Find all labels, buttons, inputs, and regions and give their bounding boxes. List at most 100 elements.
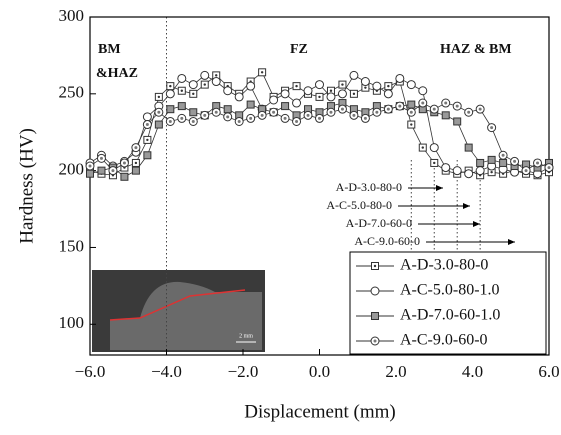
marker-dot bbox=[272, 110, 276, 114]
marker bbox=[246, 100, 255, 109]
marker-dot bbox=[373, 339, 377, 343]
marker-dot bbox=[409, 110, 413, 114]
legend-label: A-D-7.0-60-1.0 bbox=[400, 307, 500, 324]
inset-weld bbox=[110, 281, 262, 350]
marker bbox=[372, 81, 382, 91]
marker-dot bbox=[249, 116, 253, 120]
arrow-label: A-C-9.0-60-0 bbox=[354, 234, 420, 248]
marker-dot bbox=[318, 95, 321, 99]
marker-dot bbox=[192, 92, 195, 96]
marker bbox=[246, 81, 256, 91]
marker-dot bbox=[318, 116, 321, 120]
marker bbox=[371, 312, 379, 320]
marker-dot bbox=[122, 161, 126, 165]
marker-dot bbox=[421, 146, 424, 149]
marker-dot bbox=[432, 107, 436, 111]
marker bbox=[177, 102, 186, 111]
marker-dot bbox=[134, 146, 138, 150]
marker-dot bbox=[283, 116, 287, 120]
marker-dot bbox=[168, 119, 172, 123]
marker-dot bbox=[363, 116, 367, 120]
marker-dot bbox=[490, 126, 494, 130]
y-tick-label: 150 bbox=[59, 236, 85, 255]
marker bbox=[303, 86, 313, 96]
marker bbox=[406, 80, 416, 90]
marker-dot bbox=[214, 110, 218, 114]
marker bbox=[166, 105, 175, 114]
y-tick-label: 100 bbox=[59, 313, 85, 332]
marker-dot bbox=[444, 101, 448, 105]
region-label: &HAZ bbox=[96, 66, 138, 81]
marker-dot bbox=[88, 164, 92, 168]
marker-dot bbox=[306, 113, 310, 117]
marker-dot bbox=[455, 104, 459, 108]
x-tick-label: −2.0 bbox=[228, 362, 259, 381]
y-tick-label: 250 bbox=[59, 83, 85, 102]
marker-dot bbox=[352, 92, 356, 96]
marker-dot bbox=[215, 74, 218, 77]
region-label: HAZ & BM bbox=[440, 42, 512, 57]
marker bbox=[269, 95, 279, 105]
marker-dot bbox=[134, 161, 138, 165]
marker-dot bbox=[386, 107, 390, 111]
arrow-head bbox=[473, 221, 480, 227]
marker-dot bbox=[203, 113, 207, 117]
marker-dot bbox=[169, 84, 172, 88]
marker bbox=[223, 86, 233, 96]
marker bbox=[349, 70, 359, 80]
marker-dot bbox=[180, 89, 183, 92]
marker-dot bbox=[99, 156, 103, 160]
marker-dot bbox=[364, 86, 367, 89]
marker bbox=[86, 169, 94, 178]
marker bbox=[142, 112, 152, 122]
x-axis-label: Displacement (mm) bbox=[244, 401, 395, 422]
legend-label: A-C-5.0-80-1.0 bbox=[400, 282, 500, 299]
marker bbox=[154, 120, 163, 129]
marker bbox=[464, 169, 474, 179]
inset-label: 2 mm bbox=[239, 333, 253, 339]
marker bbox=[211, 77, 221, 87]
x-tick-label: 0.0 bbox=[309, 362, 330, 381]
legend-box bbox=[349, 251, 547, 355]
marker bbox=[200, 70, 210, 80]
marker bbox=[360, 77, 370, 87]
marker-dot bbox=[329, 110, 333, 114]
marker-dot bbox=[513, 159, 517, 163]
x-tick-label: 4.0 bbox=[462, 362, 483, 381]
marker-dot bbox=[157, 110, 161, 114]
marker-dot bbox=[410, 123, 413, 126]
marker bbox=[487, 155, 496, 164]
marker-dot bbox=[478, 107, 482, 111]
marker-dot bbox=[387, 84, 390, 88]
marker bbox=[476, 158, 485, 167]
marker-dot bbox=[373, 264, 377, 268]
inset-path bbox=[109, 289, 246, 321]
marker-dot bbox=[340, 107, 344, 111]
marker bbox=[395, 73, 405, 83]
x-tick-label: 2.0 bbox=[385, 362, 406, 381]
marker bbox=[326, 92, 336, 102]
marker-dot bbox=[536, 161, 540, 165]
marker bbox=[499, 158, 508, 167]
marker-dot bbox=[490, 170, 493, 174]
marker-dot bbox=[203, 83, 206, 86]
marker bbox=[143, 151, 152, 160]
y-tick-label: 200 bbox=[59, 160, 85, 179]
x-tick-label: 6.0 bbox=[538, 362, 559, 381]
marker-dot bbox=[237, 119, 241, 123]
marker bbox=[223, 105, 232, 114]
marker-dot bbox=[260, 71, 264, 74]
marker bbox=[464, 143, 473, 152]
marker-dot bbox=[226, 115, 230, 119]
legend-label: A-C-9.0-60-0 bbox=[400, 332, 488, 349]
region-label: BM bbox=[98, 42, 121, 57]
marker bbox=[383, 89, 393, 99]
arrow-head bbox=[436, 185, 443, 191]
marker bbox=[337, 89, 347, 99]
marker bbox=[234, 92, 244, 102]
marker bbox=[131, 166, 140, 175]
x-tick-label: −4.0 bbox=[151, 362, 182, 381]
marker-dot bbox=[180, 116, 184, 120]
marker-dot bbox=[191, 119, 195, 123]
marker bbox=[281, 102, 290, 111]
